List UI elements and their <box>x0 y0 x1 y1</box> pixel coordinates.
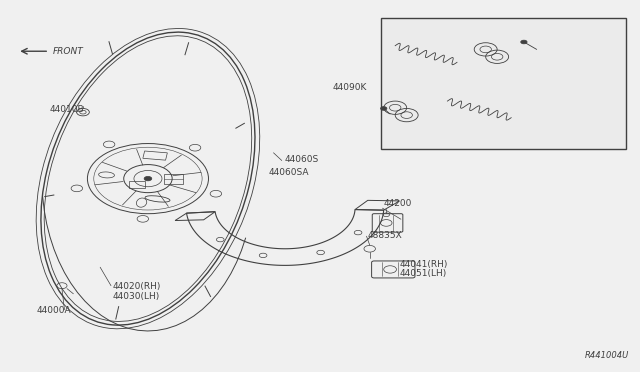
Text: 44090K: 44090K <box>333 83 367 92</box>
Bar <box>164 174 183 184</box>
Bar <box>129 181 145 188</box>
Circle shape <box>144 176 152 181</box>
Circle shape <box>381 107 387 110</box>
Text: 44060S: 44060S <box>285 155 319 164</box>
Circle shape <box>521 40 527 44</box>
Text: FRONT: FRONT <box>52 47 83 56</box>
Text: 44010B: 44010B <box>49 105 84 114</box>
Text: 48835X: 48835X <box>368 231 403 240</box>
Bar <box>143 151 167 160</box>
Text: 44020(RH): 44020(RH) <box>113 282 161 291</box>
Bar <box>381 18 626 149</box>
Text: 44041(RH): 44041(RH) <box>399 260 448 269</box>
Text: R441004U: R441004U <box>585 350 629 359</box>
Text: 44060SA: 44060SA <box>269 168 310 177</box>
Text: 44000A: 44000A <box>36 307 71 315</box>
Text: 44200: 44200 <box>384 199 412 208</box>
Text: 44030(LH): 44030(LH) <box>113 292 160 301</box>
Text: 44051(LH): 44051(LH) <box>399 269 447 279</box>
